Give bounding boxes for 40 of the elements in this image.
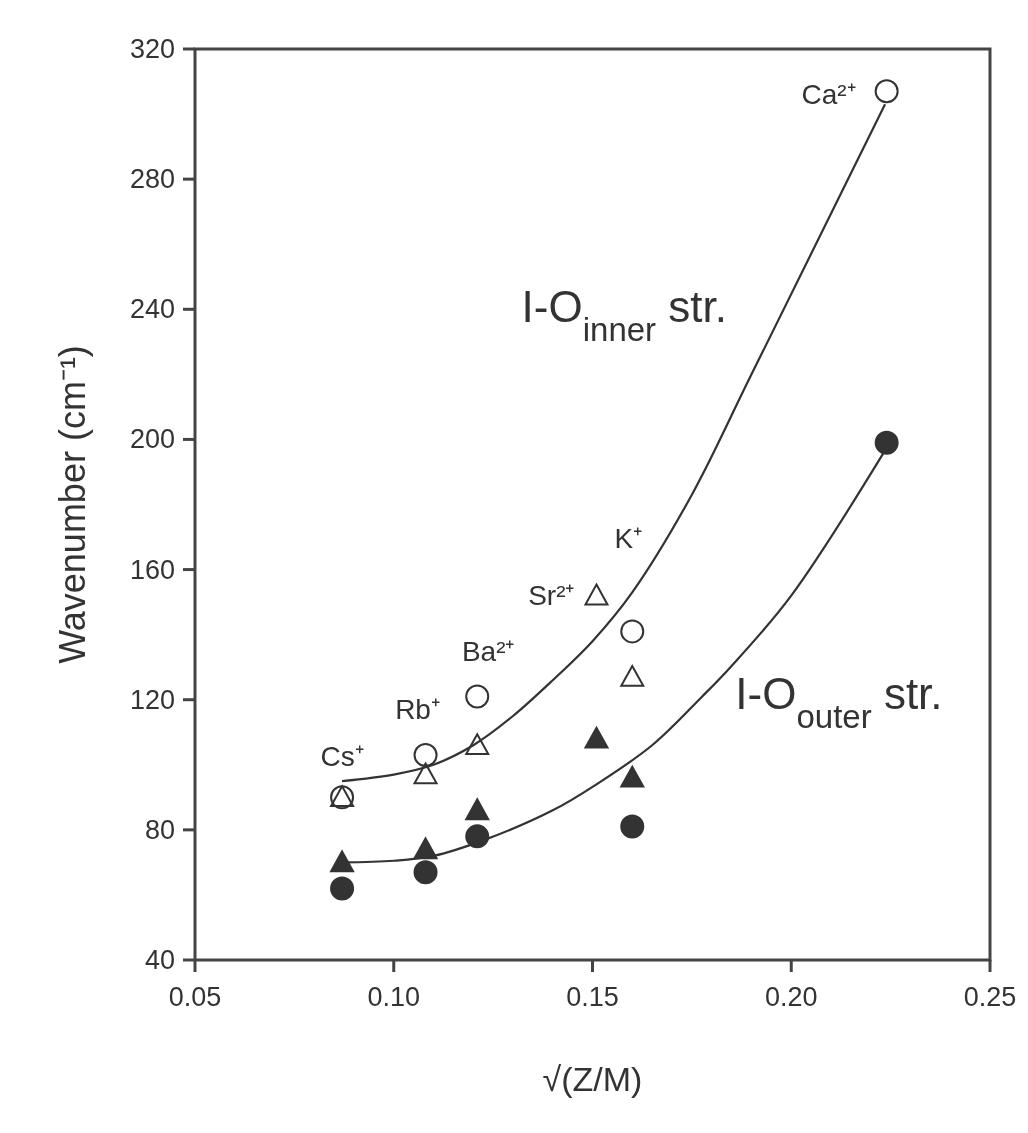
x-tick-label: 0.15 bbox=[566, 982, 619, 1012]
point bbox=[584, 583, 609, 606]
point bbox=[413, 743, 438, 768]
annotation: Ca²⁺ bbox=[801, 79, 856, 111]
point bbox=[465, 798, 490, 821]
y-tick-label: 320 bbox=[129, 34, 175, 64]
x-tick-label: 0.20 bbox=[764, 982, 818, 1012]
y-tick-label: 240 bbox=[129, 294, 175, 325]
annotation: Sr²⁺ bbox=[528, 579, 575, 611]
y-tick-label: 80 bbox=[144, 814, 175, 845]
y-axis-title: Wavenumber (cm⁻¹) bbox=[52, 345, 93, 664]
point bbox=[874, 79, 899, 104]
annotation: Ba²⁺ bbox=[461, 636, 515, 668]
annotation: I-O$_{outer}$ str. bbox=[735, 669, 943, 735]
x-tick-label: 0.05 bbox=[168, 982, 222, 1012]
point bbox=[330, 876, 355, 901]
point bbox=[465, 733, 490, 756]
annotation: K⁺ bbox=[614, 523, 643, 555]
point bbox=[413, 860, 438, 885]
x-tick-label: 0.25 bbox=[963, 982, 1017, 1012]
point bbox=[330, 850, 355, 873]
y-tick-label: 40 bbox=[144, 945, 175, 975]
x-tick-label: 0.10 bbox=[367, 982, 421, 1012]
point bbox=[465, 684, 490, 709]
point bbox=[620, 765, 645, 788]
annotation: Cs⁺ bbox=[320, 741, 364, 773]
point bbox=[584, 726, 609, 749]
y-tick-label: 160 bbox=[129, 554, 175, 585]
annotation: I-O$_{inner}$ str. bbox=[521, 282, 727, 348]
point bbox=[874, 430, 899, 455]
y-tick-label: 280 bbox=[129, 164, 175, 195]
point bbox=[620, 814, 645, 839]
annotation: Rb⁺ bbox=[395, 694, 440, 726]
y-tick-label: 120 bbox=[129, 684, 175, 715]
point bbox=[620, 619, 645, 644]
point bbox=[465, 824, 490, 849]
x-axis-title: √(Z/M) bbox=[542, 1060, 643, 1098]
point bbox=[413, 762, 438, 785]
y-tick-label: 200 bbox=[129, 424, 175, 455]
point bbox=[620, 664, 645, 687]
